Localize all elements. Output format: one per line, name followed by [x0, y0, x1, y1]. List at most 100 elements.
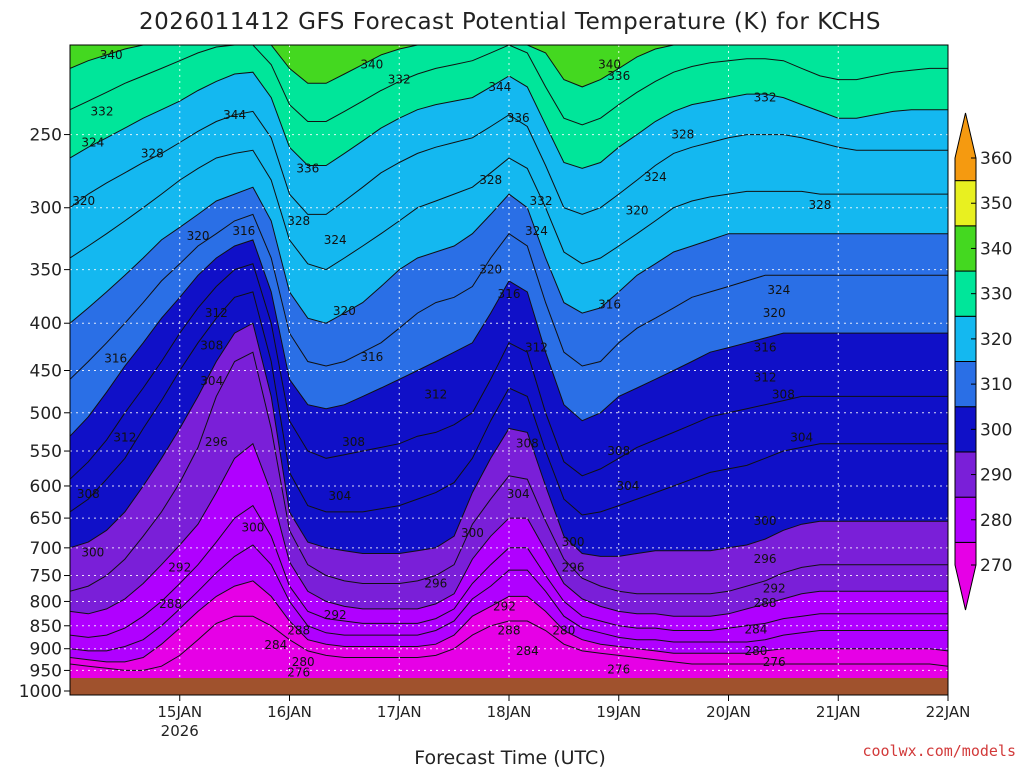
contour-label: 308 [77, 487, 100, 501]
y-tick-label: 800 [30, 592, 62, 612]
contour-label: 292 [168, 560, 191, 574]
y-tick-label: 450 [30, 361, 62, 381]
contour-label: 320 [333, 304, 356, 318]
contour-label: 300 [241, 520, 264, 534]
x-tick-label: 17JAN [377, 703, 422, 721]
colorbar: 270 280 290 300 310 320 330 340 350 360 [954, 112, 1012, 611]
contour-label: 284 [516, 644, 539, 658]
credit-text: coolwx.com/models [862, 742, 1016, 760]
x-tick-label: 18JAN [487, 703, 532, 721]
contour-label: 316 [104, 352, 127, 366]
contour-label: 300 [754, 514, 777, 528]
x-tick-sublabel: 2026 [161, 722, 199, 740]
contour-label: 304 [507, 487, 530, 501]
colorbar-label: 290 [980, 466, 1012, 486]
contour-label: 308 [772, 388, 795, 402]
colorbar-label: 350 [980, 194, 1012, 214]
contour-label: 308 [342, 435, 365, 449]
contour-label: 308 [607, 444, 630, 458]
x-axis-label: Forecast Time (UTC) [414, 747, 605, 768]
contour-label: 320 [72, 194, 95, 208]
contour-label: 320 [763, 306, 786, 320]
grid-lines [70, 45, 948, 695]
contour-label: 340 [360, 58, 383, 72]
contour-label: 336 [607, 69, 630, 83]
contour-label: 296 [562, 560, 585, 574]
colorbar-label: 340 [980, 239, 1012, 259]
contour-label: 316 [360, 350, 383, 364]
contour-line-296 [70, 351, 948, 595]
contour-label: 332 [754, 91, 777, 105]
contour-label: 320 [626, 203, 649, 217]
contour-line-280 [70, 580, 948, 663]
contour-label: 288 [498, 623, 521, 637]
contour-labels: 340 340 340 344 344 332 332 332 336 336 336 324 324 3… [72, 48, 831, 680]
contour-label: 312 [525, 341, 548, 355]
colorbar-swatch [954, 541, 977, 611]
y-tick-label: 250 [30, 126, 62, 146]
contour-label: 316 [232, 224, 255, 238]
contour-line-300 [70, 322, 948, 557]
contour-label: 328 [141, 146, 164, 160]
chart-title: 2026011412 GFS Forecast Potential Temper… [139, 9, 881, 35]
contour-label: 304 [616, 479, 639, 493]
contour-label: 332 [530, 194, 553, 208]
y-tick-label: 600 [30, 477, 62, 497]
contour-label: 316 [598, 298, 621, 312]
contour-label: 296 [205, 435, 228, 449]
contour-label: 324 [644, 170, 667, 184]
contour-label: 276 [763, 655, 786, 669]
colorbar-label: 330 [980, 285, 1012, 305]
contour-label: 324 [525, 224, 548, 238]
x-tick-label: 20JAN [706, 703, 751, 721]
contour-label: 292 [493, 599, 516, 613]
contour-label: 328 [671, 128, 694, 142]
fill-band-340 [70, 45, 948, 87]
y-tick-label: 400 [30, 314, 62, 334]
contour-label: 300 [81, 545, 104, 559]
contour-label: 344 [488, 80, 511, 94]
contour-label: 316 [754, 341, 777, 355]
y-tick-label: 350 [30, 261, 62, 281]
y-tick-label: 500 [30, 404, 62, 424]
contour-label: 292 [324, 608, 347, 622]
contour-line-284 [70, 544, 948, 652]
x-tick-label: 22JAN [926, 703, 971, 721]
contour-line-308 [70, 263, 948, 480]
contour-label: 308 [200, 339, 223, 353]
contour-line-328 [70, 110, 948, 215]
contour-line-320 [70, 186, 948, 324]
contour-label: 300 [562, 535, 585, 549]
y-tick-label: 950 [30, 661, 62, 681]
contour-label: 312 [205, 306, 228, 320]
contour-label: 312 [424, 388, 447, 402]
x-tick-label: 19JAN [596, 703, 641, 721]
contour-label: 288 [754, 596, 777, 610]
contour-label: 340 [598, 58, 621, 72]
y-tick-label: 650 [30, 509, 62, 529]
contour-label: 288 [159, 597, 182, 611]
contour-label: 304 [790, 431, 813, 445]
colorbar-label: 310 [980, 375, 1012, 395]
contour-label: 336 [296, 161, 319, 175]
contour-label: 312 [113, 431, 136, 445]
contour-line-336 [70, 45, 948, 126]
y-axis: 250 300 350 400 450 500 550 600 650 700 750 800 850 9… [19, 126, 70, 702]
colorbar-label: 280 [980, 511, 1012, 531]
contour-label: 276 [607, 663, 630, 677]
contour-label: 288 [287, 623, 310, 637]
colorbar-label: 300 [980, 420, 1012, 440]
contour-label: 308 [516, 437, 539, 451]
contour-label: 340 [100, 48, 123, 62]
contour-label: 312 [754, 371, 777, 385]
contour-label: 336 [507, 111, 530, 125]
ground-surface [70, 678, 948, 695]
y-tick-label: 1000 [19, 682, 62, 702]
contour-label: 320 [479, 263, 502, 277]
contour-label: 324 [81, 136, 104, 150]
contour-label: 328 [479, 173, 502, 187]
contour-label: 332 [91, 104, 114, 118]
colorbar-label: 360 [980, 149, 1012, 169]
